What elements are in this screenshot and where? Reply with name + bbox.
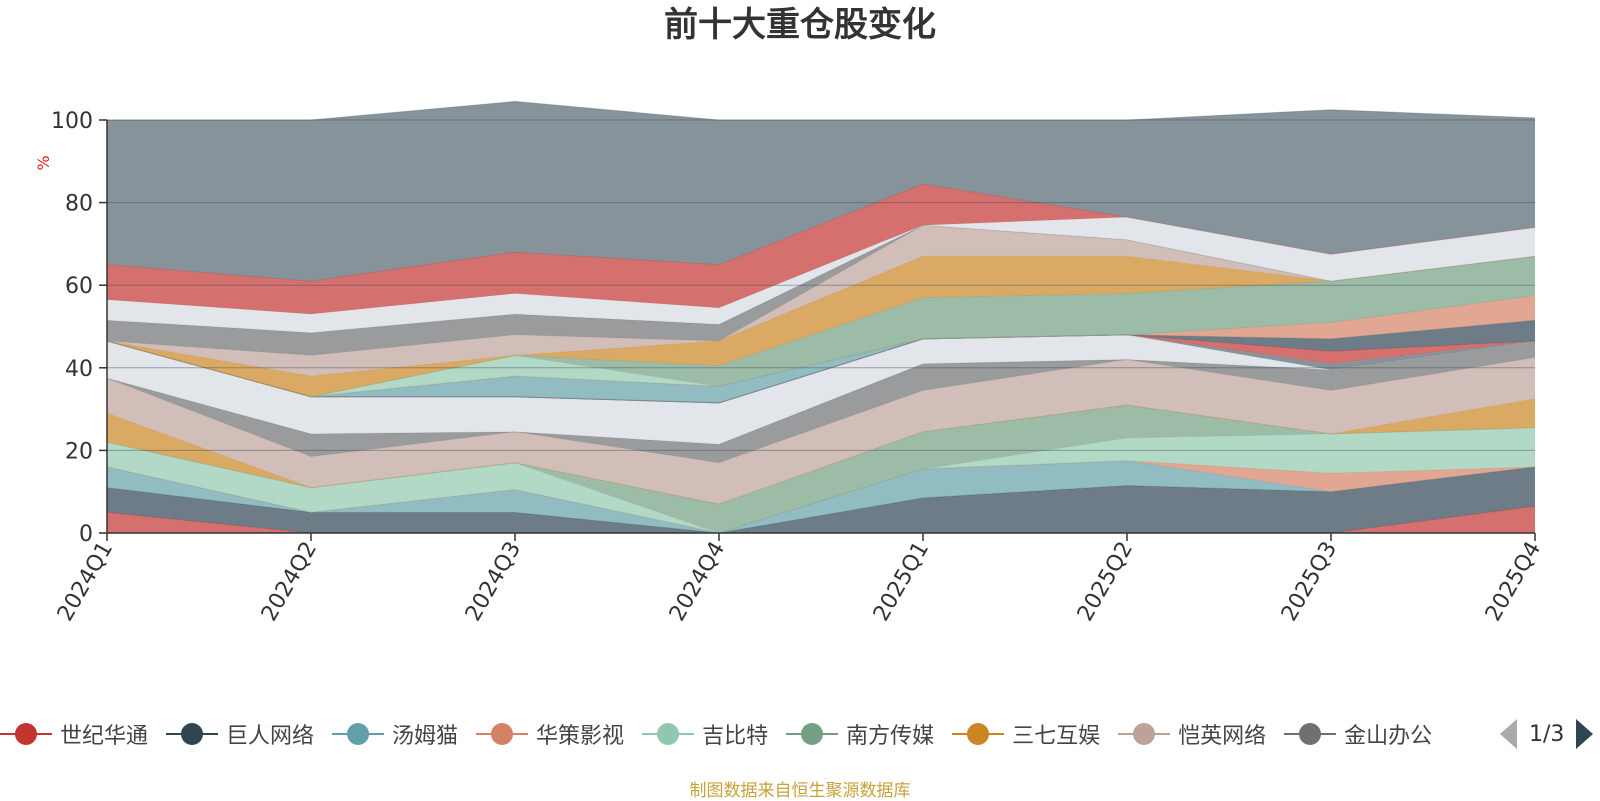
legend-label: 恺英网络 (1178, 718, 1266, 750)
x-tick-label: 2024Q4 (665, 538, 730, 626)
y-tick-label: 20 (65, 439, 93, 464)
x-tick-label: 2024Q2 (257, 538, 322, 626)
legend-label: 汤姆猫 (392, 718, 458, 750)
legend-item[interactable]: 华策影视 (476, 716, 624, 752)
legend-marker-icon (476, 722, 528, 746)
legend-item[interactable]: 吉比特 (642, 716, 768, 752)
legend-marker-icon (1118, 722, 1170, 746)
legend-label: 巨人网络 (226, 718, 314, 750)
legend-prev-icon[interactable] (1500, 719, 1517, 749)
legend-item[interactable]: 恺英网络 (1118, 716, 1266, 752)
legend-marker-icon (332, 722, 384, 746)
y-tick-label: 60 (65, 274, 93, 299)
legend-marker-icon (166, 722, 218, 746)
legend-marker-icon (0, 722, 52, 746)
y-tick-label: 0 (79, 522, 93, 547)
legend-page-indicator: 1/3 (1529, 722, 1564, 747)
legend-next-icon[interactable] (1576, 719, 1593, 749)
legend-item[interactable]: 巨人网络 (166, 716, 314, 752)
legend-item[interactable]: 世纪华通 (0, 716, 148, 752)
legend-item[interactable]: 金山办公 (1284, 716, 1432, 752)
legend-pager: 1/3 (1500, 716, 1600, 752)
data-source-note: 制图数据来自恒生聚源数据库 (0, 776, 1600, 801)
legend-marker-icon (786, 722, 838, 746)
x-tick-label: 2025Q4 (1481, 538, 1546, 626)
legend-item[interactable]: 南方传媒 (786, 716, 934, 752)
legend-marker-icon (952, 722, 1004, 746)
legend: 世纪华通 巨人网络 汤姆猫 华策影视 吉比特 南方传媒 三七互娱 恺英网络 金山办公 (0, 716, 1490, 752)
legend-item[interactable]: 汤姆猫 (332, 716, 458, 752)
y-axis-label: % (34, 155, 53, 170)
legend-label: 华策影视 (536, 718, 624, 750)
legend-label: 金山办公 (1344, 718, 1432, 750)
x-tick-label: 2024Q3 (461, 538, 526, 626)
legend-label: 三七互娱 (1012, 718, 1100, 750)
series-areas (107, 101, 1535, 533)
legend-item[interactable]: 三七互娱 (952, 716, 1100, 752)
legend-label: 世纪华通 (60, 718, 148, 750)
stacked-area-chart: 0 20 40 60 80 100% 2024Q1 2024Q2 2024Q3 2024Q4 202… (0, 0, 1600, 700)
y-tick-label: 80 (65, 192, 93, 217)
legend-label: 吉比特 (702, 718, 768, 750)
y-tick-label: 40 (65, 357, 93, 382)
x-tick-label: 2025Q2 (1073, 538, 1138, 626)
x-tick-label: 2024Q1 (53, 538, 118, 626)
x-tick-label: 2025Q1 (869, 538, 934, 626)
legend-marker-icon (642, 722, 694, 746)
legend-label: 南方传媒 (846, 718, 934, 750)
x-tick-label: 2025Q3 (1277, 538, 1342, 626)
y-tick-label: 100 (51, 109, 93, 134)
legend-marker-icon (1284, 722, 1336, 746)
